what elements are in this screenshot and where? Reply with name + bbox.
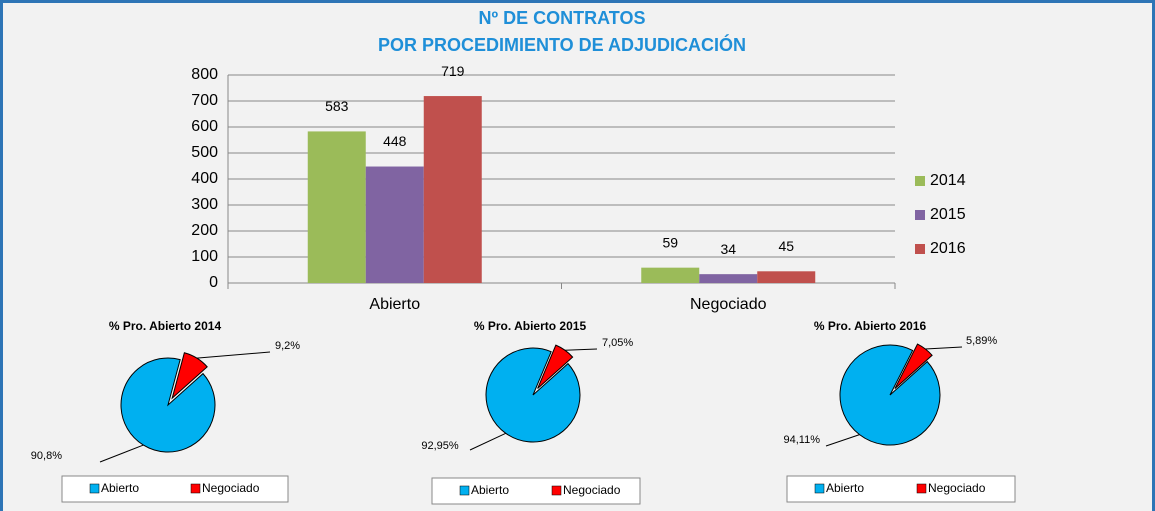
legend-swatch — [89, 483, 100, 494]
data-label: 34 — [720, 241, 736, 257]
bar — [757, 271, 816, 283]
bar — [307, 131, 366, 283]
y-tick-label: 600 — [191, 118, 218, 135]
bar — [699, 274, 758, 283]
legend-swatch — [459, 485, 470, 496]
legend-label: Negociado — [563, 483, 621, 497]
y-tick-label: 400 — [191, 170, 218, 187]
data-label: 92,95% — [421, 440, 459, 452]
legend-box — [61, 475, 289, 503]
legend-swatch — [915, 244, 925, 254]
legend-swatch — [915, 176, 925, 186]
y-tick-label: 300 — [191, 196, 218, 213]
legend-label: 2016 — [930, 240, 966, 257]
y-tick-label: 200 — [191, 222, 218, 239]
leader-line — [469, 432, 506, 451]
legend-swatch — [915, 210, 925, 220]
data-label: 719 — [441, 63, 465, 79]
pie-title: % Pro. Abierto 2015 — [474, 319, 587, 333]
legend-label: Abierto — [826, 481, 864, 495]
pie-title: % Pro. Abierto 2014 — [109, 319, 222, 333]
pie-slice — [839, 344, 941, 446]
chart-title: POR PROCEDIMIENTO DE ADJUDICACIÓN — [378, 34, 746, 55]
data-label: 448 — [383, 133, 407, 149]
x-tick-label: Negociado — [690, 296, 767, 313]
bar — [365, 166, 424, 283]
y-tick-label: 800 — [191, 66, 218, 83]
data-label: 5,89% — [966, 335, 997, 347]
leader-line — [925, 346, 963, 350]
legend-label: Abierto — [471, 483, 509, 497]
pie-title: % Pro. Abierto 2016 — [814, 319, 927, 333]
data-label: 94,11% — [784, 434, 821, 446]
legend-swatch — [814, 483, 825, 494]
bar — [423, 96, 482, 283]
legend-swatch — [916, 483, 927, 494]
legend-swatch — [190, 483, 201, 494]
leader-line — [99, 444, 144, 463]
legend-swatch — [551, 485, 562, 496]
y-tick-label: 100 — [191, 248, 218, 265]
leader-line — [564, 348, 598, 351]
data-label: 90,8% — [31, 450, 62, 462]
data-label: 59 — [662, 234, 678, 250]
legend-label: Abierto — [101, 481, 139, 495]
data-label: 7,05% — [602, 337, 633, 349]
y-tick-label: 700 — [191, 92, 218, 109]
data-label: 583 — [325, 98, 349, 114]
leader-line — [825, 434, 860, 447]
legend-label: Negociado — [928, 481, 986, 495]
y-tick-label: 0 — [209, 274, 218, 291]
chart-title: Nº DE CONTRATOS — [479, 8, 646, 28]
legend-label: 2014 — [930, 172, 966, 189]
leader-line — [196, 351, 271, 359]
legend-label: Negociado — [202, 481, 260, 495]
pie-slice — [485, 347, 581, 443]
pie-slice — [120, 357, 216, 453]
y-tick-label: 500 — [191, 144, 218, 161]
data-label: 45 — [778, 238, 794, 254]
bar — [641, 267, 700, 283]
data-label: 9,2% — [275, 340, 300, 352]
legend-label: 2015 — [930, 206, 966, 223]
legend-box — [786, 475, 1016, 503]
pie-slice — [171, 352, 208, 400]
x-tick-label: Abierto — [369, 296, 420, 313]
